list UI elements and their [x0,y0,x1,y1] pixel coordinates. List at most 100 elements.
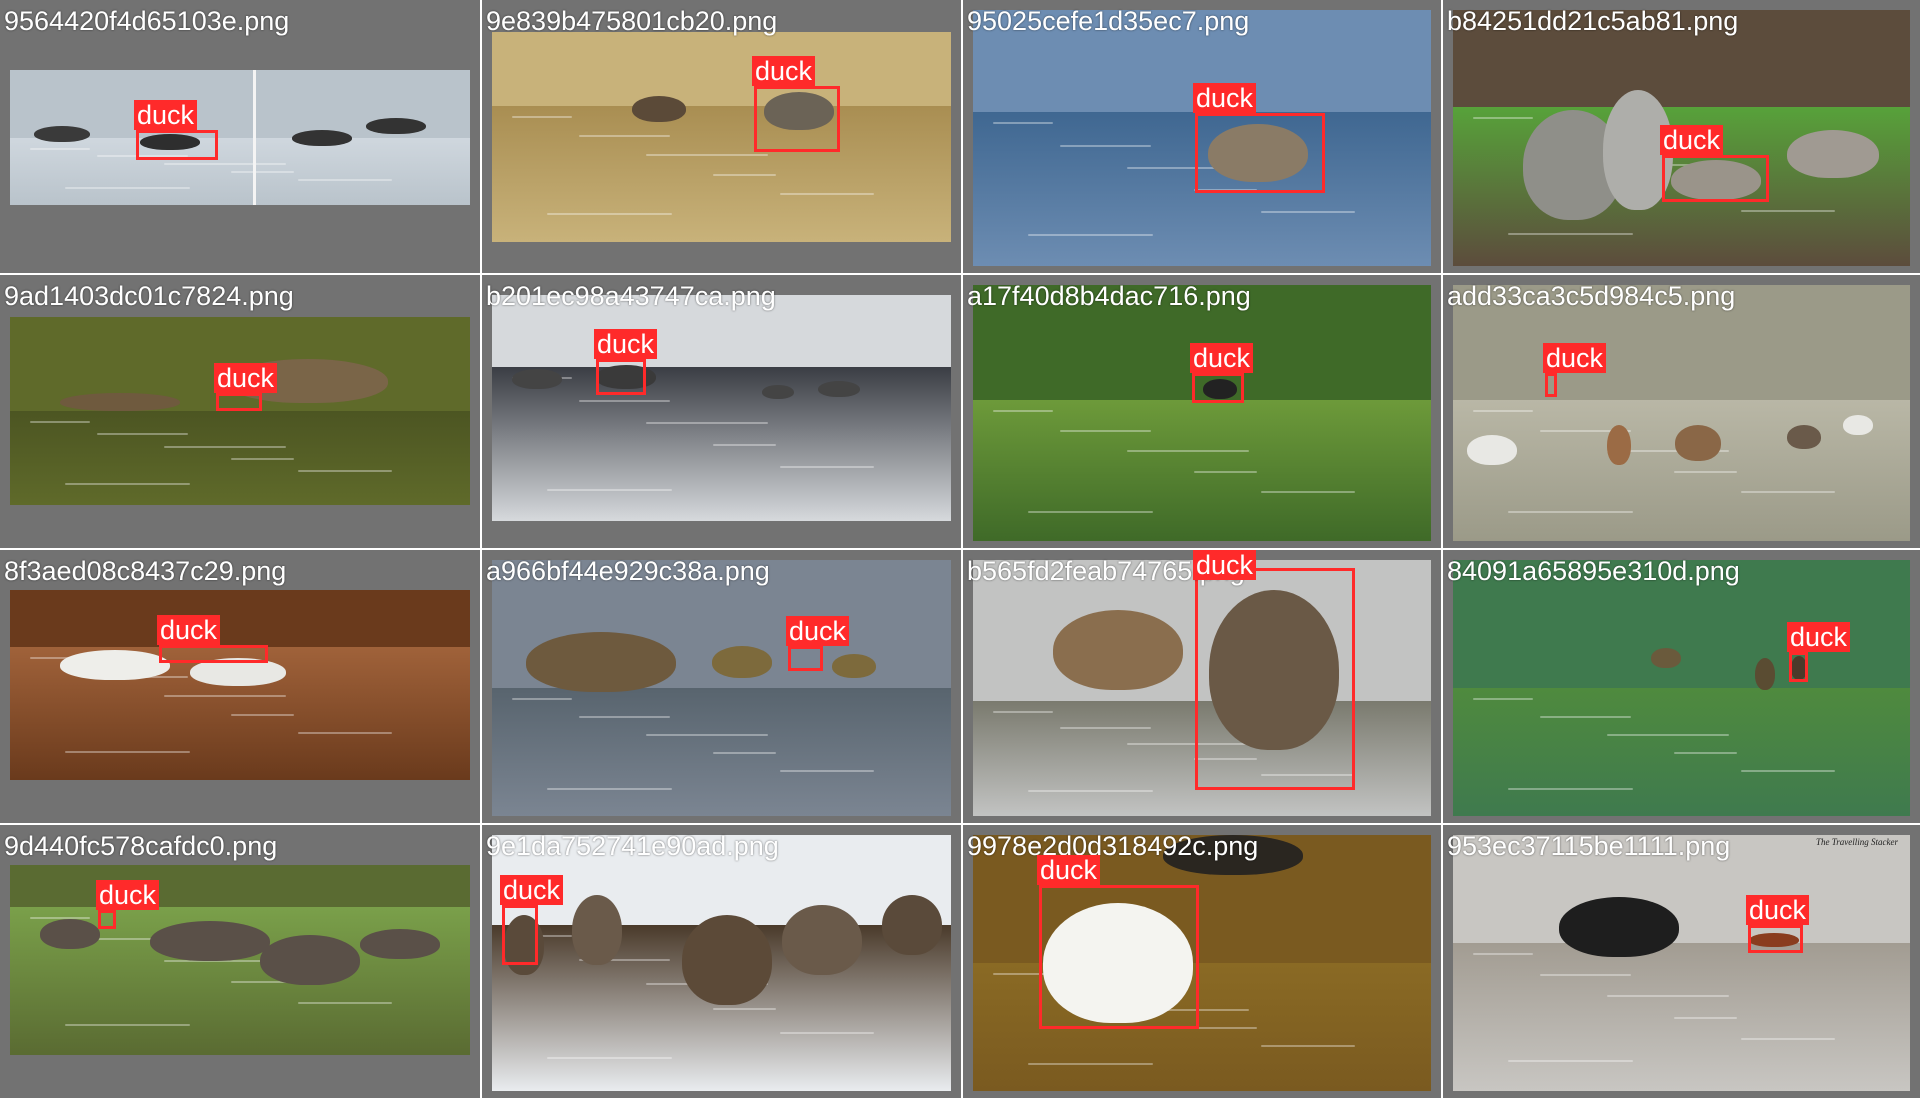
texture-streak [512,116,572,118]
tile-filename: 953ec37115be1111.png [1447,831,1731,861]
bird-shape [1651,648,1681,668]
bird-shape [1787,425,1821,449]
tile-filename: add33ca3c5d984c5.png [1447,281,1736,311]
image-tile: 9978e2d0d318492c.png duck [963,825,1441,1098]
texture-streak [1194,471,1257,473]
texture-streak [646,734,768,736]
bird-shape [1671,160,1761,200]
tile-filename: 9564420f4d65103e.png [4,6,290,36]
tile-photo [1453,285,1910,541]
detection-box [502,905,538,965]
bird-shape [60,393,180,411]
tile-filename: 84091a65895e310d.png [1447,556,1740,586]
photo-background [492,32,951,106]
texture-streak [547,489,672,491]
texture-streak [993,973,1053,975]
detection-box [788,646,823,671]
bird-shape [1203,379,1237,399]
texture-streak [164,446,286,448]
texture-streak [713,1008,776,1010]
tile-filename: 9d440fc578cafdc0.png [4,831,278,861]
bird-shape [1787,130,1879,178]
texture-streak [1028,234,1153,236]
texture-streak [1540,974,1631,976]
image-tile: b201ec98a43747ca.png duck [482,275,961,548]
image-divider [253,70,256,205]
bird-shape [1208,124,1308,182]
bird-shape [1749,933,1799,947]
texture-streak [1127,450,1249,452]
detection-label: duck [214,363,278,393]
bird-shape [366,118,426,134]
detection-label: duck [157,615,221,645]
texture-streak [1508,1060,1633,1062]
texture-streak [547,213,672,215]
texture-streak [780,193,874,195]
texture-streak [1540,430,1631,432]
photo-foreground [1453,688,1910,816]
texture-streak [1060,145,1151,147]
bird-shape [512,369,562,389]
tile-photo [10,70,470,205]
texture-streak [1508,233,1633,235]
bird-shape [596,365,656,389]
image-tile: 95025cefe1d35ec7.png duck [963,0,1441,273]
texture-streak [1741,770,1835,772]
detection-label: duck [1746,895,1810,925]
detection-label: duck [1787,622,1851,652]
detection-label: duck [1543,343,1607,373]
detection-label: duck [594,329,658,359]
texture-streak [1741,491,1835,493]
texture-streak [30,421,90,423]
bird-shape [140,134,200,150]
texture-streak [512,698,572,700]
texture-streak [298,470,392,472]
bird-shape [260,935,360,985]
bird-shape [682,915,772,1005]
image-tile: The Travelling Stacker 953ec37115be1111.p… [1443,825,1920,1098]
texture-streak [579,959,670,961]
texture-streak [1127,167,1249,169]
texture-streak [65,187,190,189]
photo-foreground [1453,943,1910,1091]
tile-filename: 9e839b475801cb20.png [486,6,778,36]
bird-shape [818,381,860,397]
texture-streak [547,1057,672,1059]
detection-box [136,130,218,160]
image-tile: 9d440fc578cafdc0.png duck [0,825,480,1098]
texture-streak [713,444,776,446]
bird-shape [1043,903,1193,1023]
photo-background [10,865,470,907]
texture-streak [231,981,294,983]
tile-filename: 9e1da752741e90ad.png [486,831,779,861]
tile-filename: b201ec98a43747ca.png [486,281,776,311]
bird-shape [1791,656,1807,680]
detection-label: duck [1660,125,1724,155]
image-tile: 9564420f4d65103e.png duck [0,0,480,273]
photo-foreground [492,106,951,242]
tile-photo [10,865,470,1055]
texture-streak [993,410,1053,412]
texture-streak [993,711,1053,713]
photo-foreground [492,367,951,521]
detection-box [1039,885,1199,1029]
image-tile: b565fd2feab74765.png duck [963,550,1441,823]
texture-streak [65,751,190,753]
bird-shape [34,126,90,142]
bird-shape [40,919,100,949]
texture-streak [231,714,294,716]
texture-streak [713,752,776,754]
tile-filename: 9978e2d0d318492c.png [967,831,1259,861]
photo-foreground [492,688,951,816]
texture-streak [97,938,188,940]
tile-filename: 95025cefe1d35ec7.png [967,6,1250,36]
texture-streak [1674,471,1737,473]
bird-shape [292,130,352,146]
photo-foreground [10,138,470,205]
texture-streak [646,154,768,156]
texture-streak [1508,511,1633,513]
texture-streak [97,155,188,157]
image-tile: add33ca3c5d984c5.png duck [1443,275,1920,548]
watermark-text: The Travelling Stacker [1816,837,1898,847]
texture-streak [1028,511,1153,513]
